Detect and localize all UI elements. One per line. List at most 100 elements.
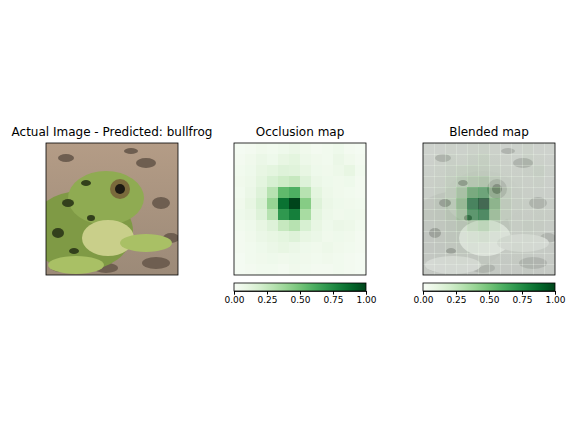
heat-cell [544,253,555,265]
tick-label: 0.75 [323,295,343,305]
heat-cell [445,220,457,232]
heat-cell [500,187,512,199]
heat-cell [234,187,246,199]
frog-spot [62,199,74,207]
heat-cell [489,165,501,177]
heat-cell [300,242,312,254]
heat-cell [489,242,501,254]
heat-cell [467,154,479,166]
heat-cell [445,253,457,265]
heat-cell [456,143,468,155]
heat-cell [355,143,366,155]
heat-cell [278,209,290,221]
heat-cell [544,231,555,243]
heat-cell [500,220,512,232]
heat-cell [311,220,323,232]
heat-cell [333,242,345,254]
heat-cell [234,231,246,243]
heat-cell [478,264,490,275]
heat-cell [278,242,290,254]
heat-cell [522,198,534,210]
heat-cell [278,198,290,210]
frog-head [445,171,521,225]
heat-cell [234,198,246,210]
heat-cell [467,165,479,177]
heat-cell [423,187,435,199]
heat-cell [300,176,312,188]
heat-cell [478,231,490,243]
heatmap-panel [234,143,367,276]
heat-cell [533,154,545,166]
heat-cell [434,242,446,254]
heat-cell [333,176,345,188]
heat-cell [445,198,457,210]
heat-cell [278,220,290,232]
heat-cell [489,209,501,221]
heat-cell [344,264,356,275]
heat-cell [289,198,301,210]
heat-cell [445,143,457,155]
heat-cell [267,220,279,232]
heat-cell [500,176,512,188]
heat-cell [300,209,312,221]
heat-cell [478,220,490,232]
heat-cell [300,253,312,265]
heat-cell [456,220,468,232]
heat-cell [511,154,523,166]
heat-cell [333,154,345,166]
heat-cell [333,264,345,275]
heat-cell [423,242,435,254]
heat-cell [234,242,246,254]
heat-cell [311,209,323,221]
heat-cell [522,143,534,155]
heat-cell [267,242,279,254]
colorbar-axis: 0.000.250.500.751.00 [413,291,565,305]
heat-cell [245,231,257,243]
heat-cell [434,231,446,243]
heat-cell [434,264,446,275]
heat-cell [267,209,279,221]
heat-cell [500,154,512,166]
heat-cell [311,165,323,177]
heat-cell [478,187,490,199]
heat-cell [355,198,366,210]
heat-cell [311,176,323,188]
heat-cell [344,187,356,199]
colorbar: 0.000.250.500.751.00 [224,283,376,305]
heat-cell [445,242,457,254]
heat-cell [511,143,523,155]
heat-cell [489,231,501,243]
heat-cell [333,187,345,199]
heat-cell [467,187,479,199]
heat-cell [344,209,356,221]
heat-cell [489,187,501,199]
ground-spot [152,197,170,209]
heat-cell [489,154,501,166]
heat-cell [533,231,545,243]
heat-cell [278,176,290,188]
heat-cell [544,209,555,221]
frog-leg [48,256,104,274]
heat-cell [322,242,334,254]
panel-title: Occlusion map [256,125,345,139]
heat-cell [456,209,468,221]
frog-leg [120,234,172,252]
heat-cell [355,220,366,232]
heat-cell [500,198,512,210]
heat-cell [245,176,257,188]
heat-cell [333,143,345,155]
heat-cell [256,187,268,199]
heat-cell [511,198,523,210]
heat-cell [500,264,512,275]
heat-cell [478,165,490,177]
heat-cell [267,264,279,275]
heat-cell [333,165,345,177]
heat-cell [522,242,534,254]
frog-eye [110,179,130,199]
heat-cell [456,187,468,199]
heat-cell [311,231,323,243]
heat-cell [522,209,534,221]
blended-panel [406,143,556,276]
heat-cell [355,231,366,243]
image-panel [29,143,179,275]
